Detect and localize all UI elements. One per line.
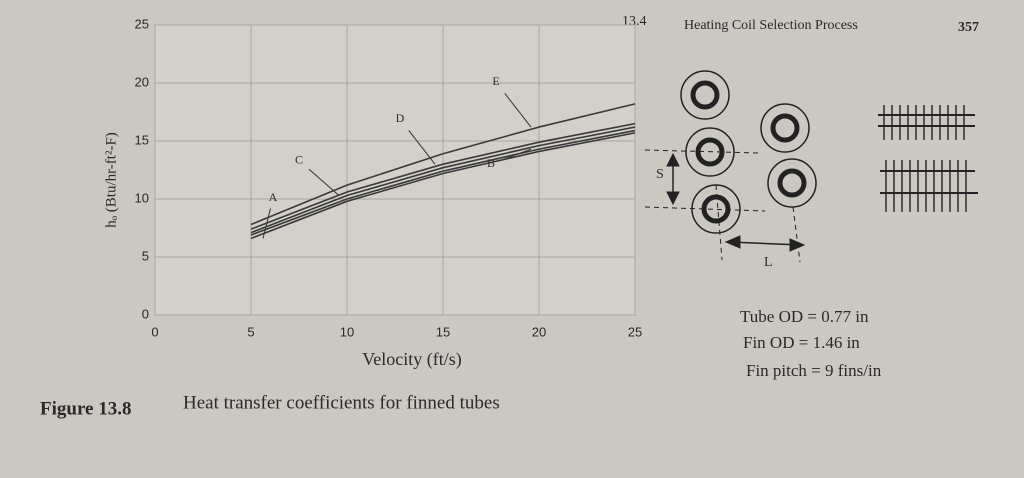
line-label: A xyxy=(269,190,278,204)
figure-label: Figure 13.8 xyxy=(40,398,131,419)
pitch-label: L xyxy=(764,255,773,270)
spacing-label: S xyxy=(656,167,664,182)
y-tick-label: 20 xyxy=(135,74,149,89)
dash-line xyxy=(715,184,723,261)
line-label: D xyxy=(396,111,405,125)
line-label: B xyxy=(487,156,495,170)
dash-line xyxy=(644,206,766,212)
tube xyxy=(760,103,810,153)
running-title: Heating Coil Selection Process xyxy=(684,18,858,33)
series-line xyxy=(250,122,636,230)
dash-line xyxy=(644,149,761,154)
y-tick-label: 10 xyxy=(135,190,149,205)
page-number: 357 xyxy=(958,20,979,35)
y-axis-label: hₒ (Btu/hr-ft²-F) xyxy=(103,132,119,228)
spec: Fin OD = 1.46 in xyxy=(743,333,860,352)
x-tick-label: 10 xyxy=(340,324,354,339)
y-tick-label: 25 xyxy=(135,16,149,31)
series-line xyxy=(250,132,636,240)
series-line xyxy=(250,129,636,236)
tube xyxy=(680,70,730,120)
spec: Tube OD = 0.77 in xyxy=(740,307,869,326)
tube xyxy=(767,158,817,208)
y-tick-label: 0 xyxy=(142,306,149,321)
x-axis-label: Velocity (ft/s) xyxy=(362,349,461,370)
x-tick-label: 20 xyxy=(532,324,546,339)
leader-line xyxy=(504,93,532,128)
leader-line xyxy=(500,148,532,161)
line-label: E xyxy=(492,74,499,88)
arrow-heads xyxy=(666,152,680,206)
tube-diagram xyxy=(644,70,978,263)
x-tick-label: 5 xyxy=(247,324,254,339)
line-label: C xyxy=(295,152,303,166)
series-line xyxy=(250,103,636,226)
tube xyxy=(685,127,735,177)
arrow-l xyxy=(729,241,801,246)
y-tick-label: 15 xyxy=(135,132,149,147)
x-tick-label: 15 xyxy=(436,324,450,339)
fin-icon xyxy=(878,105,978,212)
figure-caption: Heat transfer coefficients for finned tu… xyxy=(183,392,500,413)
chart: 0 5 10 15 20 25 0 5 10 15 20 25 A B C D E xyxy=(135,16,643,339)
y-tick-label: 5 xyxy=(142,248,149,263)
arrow-heads xyxy=(724,235,806,252)
dash-line xyxy=(792,206,801,263)
x-tick-label: 25 xyxy=(628,324,642,339)
x-tick-label: 0 xyxy=(151,324,158,339)
spec: Fin pitch = 9 fins/in xyxy=(746,361,882,380)
series-line xyxy=(250,126,636,234)
